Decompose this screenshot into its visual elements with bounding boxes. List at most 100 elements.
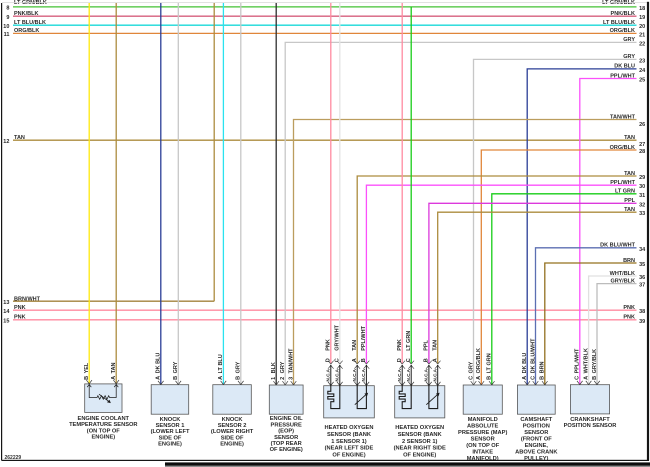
svg-text:(FRONT OF: (FRONT OF <box>521 437 552 443</box>
svg-text:11: 11 <box>4 32 10 38</box>
svg-text:N.C.A: N.C.A <box>352 368 357 381</box>
svg-text:GRY/BLK: GRY/BLK <box>592 349 598 374</box>
svg-text:A: A <box>476 376 482 380</box>
svg-text:A: A <box>522 376 528 380</box>
svg-text:DK BLU/WHT: DK BLU/WHT <box>600 243 635 249</box>
svg-text:15: 15 <box>3 318 9 324</box>
svg-text:A: A <box>433 358 439 362</box>
svg-text:34: 34 <box>639 247 646 253</box>
svg-text:HEATED OXYGEN: HEATED OXYGEN <box>395 425 444 431</box>
svg-text:TAN: TAN <box>14 135 25 141</box>
svg-text:(TOP REAR: (TOP REAR <box>271 441 302 447</box>
svg-text:OF ENGINE): OF ENGINE) <box>270 447 303 453</box>
svg-text:B: B <box>173 376 179 380</box>
svg-text:38: 38 <box>639 309 645 315</box>
svg-text:1 SENSOR 1): 1 SENSOR 1) <box>331 439 367 445</box>
svg-text:ORG/BLK: ORG/BLK <box>14 28 39 34</box>
svg-text:B: B <box>361 358 367 362</box>
svg-text:2: 2 <box>280 377 286 380</box>
svg-text:TAN: TAN <box>433 340 439 351</box>
svg-text:PNK: PNK <box>14 305 26 311</box>
svg-text:SENSOR: SENSOR <box>524 430 548 436</box>
svg-text:30: 30 <box>639 184 645 190</box>
svg-text:A: A <box>352 358 358 362</box>
svg-text:29: 29 <box>639 175 645 181</box>
svg-text:ENGINE): ENGINE) <box>158 442 182 448</box>
svg-text:DK BLU: DK BLU <box>522 353 528 374</box>
svg-text:N.C.A: N.C.A <box>397 368 402 381</box>
svg-text:POSITION: POSITION <box>523 424 550 430</box>
svg-text:12: 12 <box>3 139 9 145</box>
svg-text:N.C.A: N.C.A <box>406 368 411 381</box>
svg-text:ABSOLUTE: ABSOLUTE <box>467 424 498 430</box>
svg-text:33: 33 <box>639 211 645 217</box>
svg-text:TAN: TAN <box>352 340 358 351</box>
svg-text:WHT/BLK: WHT/BLK <box>583 348 589 373</box>
svg-text:PPL: PPL <box>424 339 430 350</box>
svg-text:24: 24 <box>639 68 646 74</box>
svg-text:(ON TOP OF: (ON TOP OF <box>87 428 120 434</box>
svg-text:TEMPERATURE SENSOR: TEMPERATURE SENSOR <box>69 422 137 428</box>
svg-text:MANIFOLD): MANIFOLD) <box>467 456 499 462</box>
svg-text:GRY/BLK: GRY/BLK <box>610 278 635 284</box>
svg-text:PULLEY): PULLEY) <box>524 456 548 462</box>
svg-text:BRN: BRN <box>540 361 546 373</box>
svg-text:GRY: GRY <box>468 361 474 373</box>
svg-text:19: 19 <box>639 15 645 21</box>
svg-text:LT GRN: LT GRN <box>406 331 412 351</box>
svg-text:LT GRN: LT GRN <box>487 353 493 373</box>
svg-text:TAN: TAN <box>624 207 635 213</box>
svg-text:B: B <box>540 376 546 380</box>
svg-text:PRESSURE (MAP): PRESSURE (MAP) <box>458 430 507 436</box>
svg-text:20: 20 <box>639 24 645 30</box>
svg-text:OF ENGINE): OF ENGINE) <box>403 452 436 458</box>
svg-text:18: 18 <box>639 6 645 12</box>
svg-text:13: 13 <box>3 300 9 306</box>
svg-text:BLK: BLK <box>271 362 277 373</box>
svg-text:37: 37 <box>639 283 645 289</box>
svg-text:ABOVE CRANK: ABOVE CRANK <box>515 450 558 456</box>
svg-text:ENGINE COOLANT: ENGINE COOLANT <box>78 416 130 422</box>
svg-text:BRN/WHT: BRN/WHT <box>14 296 41 302</box>
svg-text:GRY/WHT: GRY/WHT <box>335 324 341 350</box>
svg-text:LT BLU/BLK: LT BLU/BLK <box>14 20 46 26</box>
svg-text:32: 32 <box>639 202 645 208</box>
svg-text:25: 25 <box>639 78 645 84</box>
svg-text:SENSOR (BANK: SENSOR (BANK <box>398 432 443 438</box>
svg-text:GRY: GRY <box>623 37 635 43</box>
svg-text:D: D <box>326 358 332 362</box>
svg-text:39: 39 <box>639 319 645 325</box>
svg-text:2 SENSOR 1): 2 SENSOR 1) <box>402 439 438 445</box>
svg-text:SENSOR: SENSOR <box>471 437 495 443</box>
svg-text:ORG/BLK: ORG/BLK <box>476 348 482 373</box>
svg-text:N.C.A: N.C.A <box>424 368 429 381</box>
svg-text:LT GRN/BLK: LT GRN/BLK <box>602 0 635 6</box>
svg-text:SENSOR 2: SENSOR 2 <box>218 423 247 429</box>
svg-text:KNOCK: KNOCK <box>222 417 244 423</box>
svg-text:GRY: GRY <box>623 54 635 60</box>
svg-text:TAN: TAN <box>624 135 635 141</box>
svg-text:PPL/WHT: PPL/WHT <box>610 180 635 186</box>
svg-text:INTAKE: INTAKE <box>472 450 493 456</box>
svg-text:ENGINE): ENGINE) <box>91 435 115 441</box>
svg-text:B: B <box>424 358 430 362</box>
svg-text:N.C.A: N.C.A <box>335 368 340 381</box>
svg-text:3: 3 <box>288 377 294 380</box>
svg-text:A: A <box>583 376 589 380</box>
svg-text:C: C <box>530 376 536 380</box>
svg-text:PPL/WHT: PPL/WHT <box>610 73 635 79</box>
svg-text:GRY: GRY <box>236 361 242 373</box>
svg-text:DK BLU/WHT: DK BLU/WHT <box>530 338 536 373</box>
svg-text:SIDE OF: SIDE OF <box>221 435 244 441</box>
svg-text:BRN: BRN <box>623 258 635 264</box>
svg-text:SENSOR: SENSOR <box>274 435 298 441</box>
svg-text:(LOWER RIGHT: (LOWER RIGHT <box>211 429 254 435</box>
svg-text:9: 9 <box>6 15 9 21</box>
svg-text:LT BLU: LT BLU <box>218 354 224 373</box>
svg-text:OF ENGINE): OF ENGINE) <box>332 452 365 458</box>
svg-text:N.C.A: N.C.A <box>361 368 366 381</box>
svg-text:262229: 262229 <box>5 455 22 461</box>
svg-text:(NEAR RIGHT SIDE: (NEAR RIGHT SIDE <box>394 446 446 452</box>
svg-text:23: 23 <box>639 58 645 64</box>
svg-text:WHT/BLK: WHT/BLK <box>610 271 635 277</box>
